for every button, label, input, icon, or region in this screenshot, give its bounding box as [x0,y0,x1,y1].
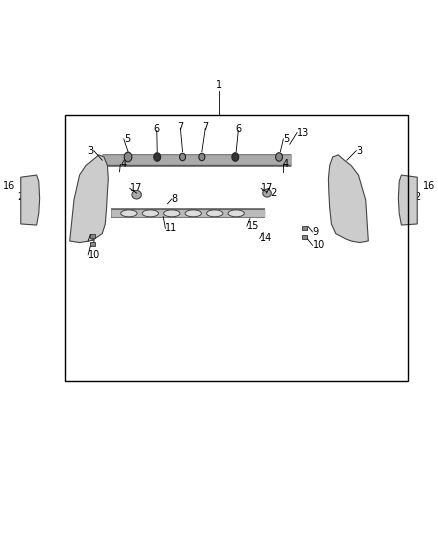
Polygon shape [398,175,417,225]
Bar [64,115,408,381]
Text: 10: 10 [88,250,100,260]
Ellipse shape [164,210,180,217]
Polygon shape [70,155,108,243]
Text: 4: 4 [120,159,127,169]
Ellipse shape [263,189,272,197]
Text: 9: 9 [313,227,319,237]
Text: 6: 6 [235,124,241,134]
Circle shape [180,154,186,161]
Ellipse shape [142,210,159,217]
Bar [90,233,95,238]
Text: 17: 17 [261,183,273,193]
Ellipse shape [185,210,201,217]
Circle shape [154,153,161,161]
Text: 5: 5 [124,134,130,144]
Text: 7: 7 [177,122,184,132]
Polygon shape [328,155,368,243]
Text: 11: 11 [166,223,178,233]
Circle shape [232,153,239,161]
Text: 16: 16 [3,181,15,191]
Text: 3: 3 [88,146,94,156]
Text: 15: 15 [247,221,259,231]
Polygon shape [21,175,40,225]
Ellipse shape [132,190,141,199]
Ellipse shape [207,210,223,217]
Bar [90,241,95,246]
Text: 10: 10 [313,240,325,250]
Text: 12: 12 [266,188,279,198]
Text: 6: 6 [154,124,160,134]
Bar [302,235,307,239]
Text: 5: 5 [283,134,290,144]
Circle shape [124,152,132,162]
Circle shape [276,153,283,161]
Text: 13: 13 [297,127,309,138]
Text: 2: 2 [414,192,420,203]
Text: 3: 3 [356,146,362,156]
Ellipse shape [121,210,137,217]
Circle shape [199,154,205,161]
Text: 2: 2 [18,192,24,203]
Text: 1: 1 [216,80,222,90]
Text: 17: 17 [130,183,142,193]
Bar [302,226,307,230]
Text: 9: 9 [88,236,94,246]
Text: 14: 14 [260,233,272,244]
Ellipse shape [228,210,244,217]
Text: 8: 8 [172,194,178,204]
Text: 16: 16 [423,181,435,191]
Text: 4: 4 [283,159,289,169]
Text: 7: 7 [202,122,208,132]
